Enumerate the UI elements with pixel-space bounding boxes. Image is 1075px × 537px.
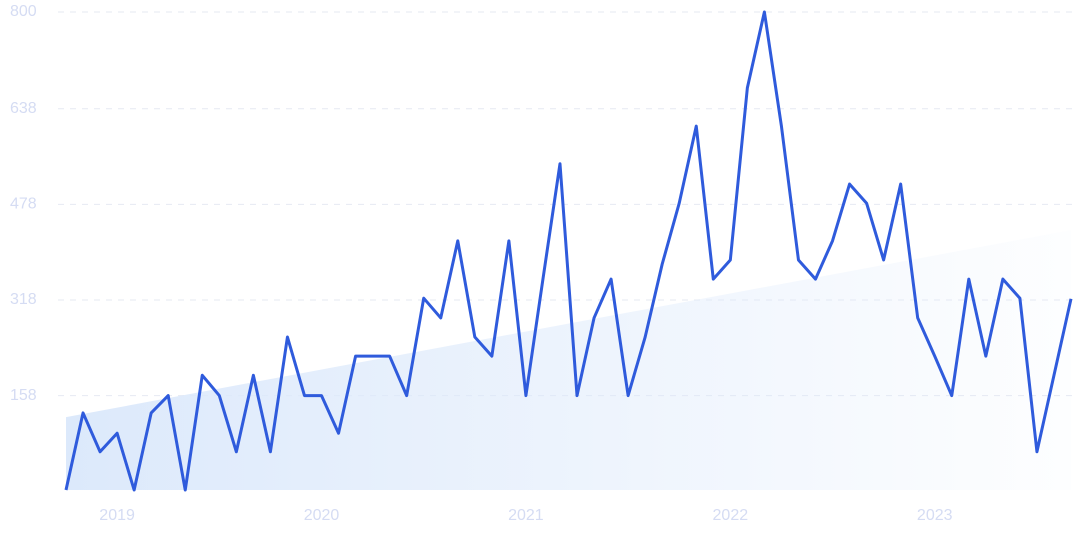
trend-area [66,230,1071,490]
y-tick-label: 638 [10,100,37,117]
y-tick-label: 800 [10,3,37,20]
line [64,10,1073,492]
x-tick-label: 2021 [508,507,544,524]
x-tick-label: 2022 [713,507,749,524]
y-tick-label: 318 [10,291,37,308]
x-tick-label: 2023 [917,507,953,524]
y-tick-label: 158 [10,387,37,404]
x-tick-label: 2019 [99,507,135,524]
x-tick-label: 2020 [304,507,340,524]
y-tick-label: 478 [10,196,37,213]
